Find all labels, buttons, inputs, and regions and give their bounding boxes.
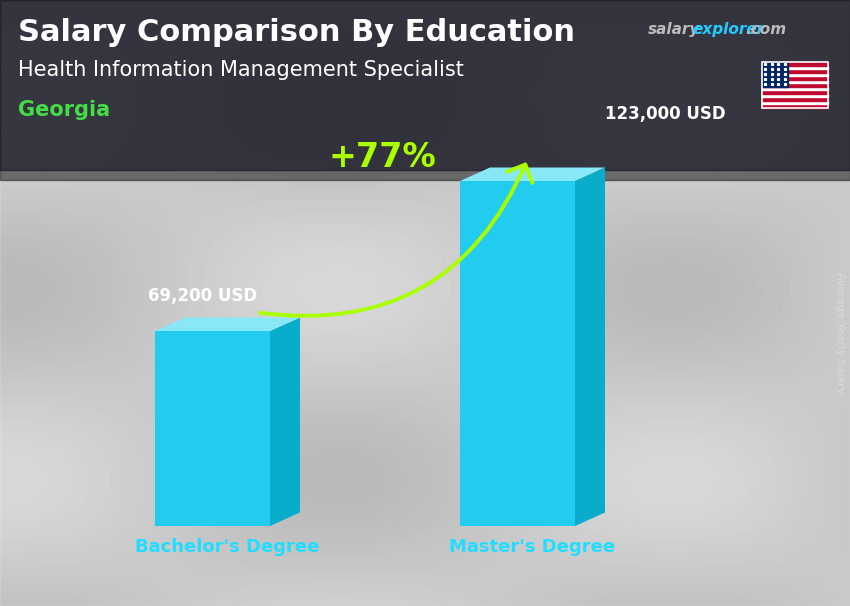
Polygon shape [155,331,270,526]
Text: .com: .com [745,22,786,37]
Text: Health Information Management Specialist: Health Information Management Specialist [18,60,464,80]
Text: Bachelor's Degree: Bachelor's Degree [135,538,320,556]
Bar [0,0,850,180]
Text: 69,200 USD: 69,200 USD [148,287,257,305]
Polygon shape [155,318,300,331]
Polygon shape [460,167,605,181]
Bar [762,65,828,69]
Bar [762,101,828,104]
Text: Average Yearly Salary: Average Yearly Salary [835,272,845,394]
Bar [762,62,828,108]
Bar [762,80,828,83]
Bar [762,94,828,98]
FancyArrowPatch shape [260,165,532,316]
Bar [762,76,828,80]
Bar [762,69,828,73]
Bar [762,73,828,76]
Polygon shape [575,167,605,526]
Text: Salary Comparison By Education: Salary Comparison By Education [18,18,575,47]
Bar [762,62,828,65]
Bar [762,83,828,87]
Text: salary: salary [648,22,700,37]
Bar [762,98,828,101]
Bar [762,90,828,94]
Text: explorer: explorer [692,22,764,37]
Bar [762,62,789,87]
Bar [0,0,850,170]
Text: Georgia: Georgia [18,100,110,120]
Text: +77%: +77% [329,141,436,174]
Bar [762,104,828,108]
Polygon shape [460,181,575,526]
Text: 123,000 USD: 123,000 USD [604,104,725,122]
Text: Master's Degree: Master's Degree [450,538,615,556]
Bar [762,87,828,90]
Polygon shape [270,318,300,526]
